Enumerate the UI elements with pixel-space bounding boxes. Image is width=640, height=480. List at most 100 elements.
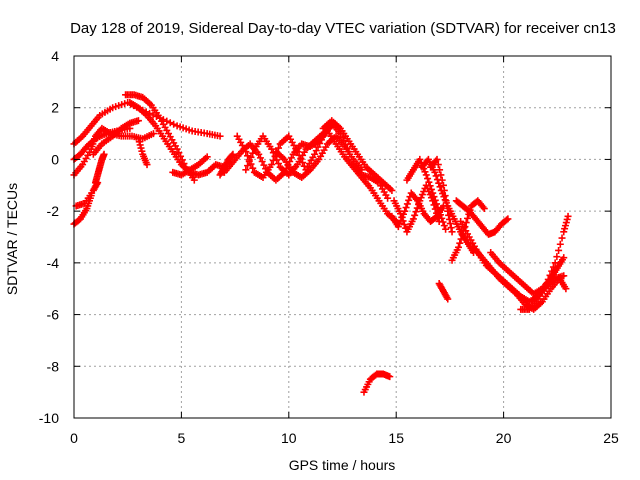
x-tick-label: 5 <box>178 430 186 446</box>
data-point <box>274 144 282 152</box>
data-point <box>457 235 465 243</box>
data-point <box>444 207 452 215</box>
series-arc-7 <box>91 150 108 187</box>
data-point <box>504 215 512 223</box>
data-point <box>454 243 462 251</box>
series-arc-17 <box>319 117 396 194</box>
series-arc-4 <box>89 117 142 158</box>
data-point <box>268 161 276 169</box>
series-arc-10 <box>134 135 151 169</box>
data-point <box>415 200 423 208</box>
y-tick-label: -2 <box>47 203 60 219</box>
series-arc-16 <box>272 132 366 182</box>
data-point <box>441 192 449 200</box>
data-point <box>386 373 394 381</box>
data-point <box>228 151 236 159</box>
data-point <box>543 280 551 288</box>
data-point <box>436 183 444 191</box>
y-tick-label: 4 <box>51 48 59 64</box>
y-tick-label: -10 <box>39 410 59 426</box>
data-point <box>384 194 392 202</box>
data-point <box>425 178 433 186</box>
data-point <box>166 119 174 127</box>
data-point <box>433 155 441 163</box>
data-point <box>429 189 437 197</box>
data-point <box>433 200 441 208</box>
data-point <box>437 171 445 179</box>
data-point <box>244 162 252 170</box>
x-tick-label: 20 <box>496 430 512 446</box>
data-point <box>216 132 224 140</box>
data-point <box>440 222 448 230</box>
data-point <box>424 175 432 183</box>
x-tick-label: 25 <box>603 430 619 446</box>
data-point <box>311 150 319 158</box>
data-point <box>445 215 453 223</box>
data-point <box>438 176 446 184</box>
data-point <box>426 182 434 190</box>
data-point <box>400 221 408 229</box>
y-axis-label: SDTVAR / TECUs <box>4 183 20 295</box>
series-arc-6 <box>72 179 102 210</box>
data-point <box>312 147 320 155</box>
data-point <box>242 148 250 156</box>
data-point <box>314 143 322 151</box>
data-point <box>268 145 276 153</box>
data-point <box>560 272 568 280</box>
data-point <box>439 218 447 226</box>
data-point <box>143 161 151 169</box>
data-point <box>411 211 419 219</box>
data-points <box>70 91 572 396</box>
data-point <box>436 166 444 174</box>
plot-frame <box>73 55 612 419</box>
data-point <box>564 212 572 220</box>
data-point <box>388 186 396 194</box>
data-point <box>422 171 430 179</box>
y-tick-label: 2 <box>51 100 59 116</box>
data-point <box>462 219 470 227</box>
data-point <box>405 196 413 204</box>
data-point <box>435 207 443 215</box>
data-point <box>548 267 556 275</box>
data-point <box>434 204 442 212</box>
data-point <box>555 246 563 254</box>
series-arc-26 <box>448 197 488 264</box>
data-point <box>203 153 211 161</box>
data-point <box>249 149 257 157</box>
data-point <box>287 154 295 162</box>
data-point <box>503 216 511 224</box>
series-arc-18 <box>349 161 392 202</box>
data-point <box>273 156 281 164</box>
series-arc-27 <box>452 197 512 238</box>
data-point <box>293 148 301 156</box>
data-point <box>447 224 455 232</box>
series-arc-11 <box>169 153 211 179</box>
series-arc-3 <box>70 124 157 179</box>
data-point <box>448 228 456 236</box>
x-axis-label: GPS time / hours <box>289 457 396 473</box>
data-point <box>439 181 447 189</box>
data-point <box>258 157 266 165</box>
data-point <box>316 139 324 147</box>
data-point <box>562 285 570 293</box>
data-point <box>480 205 488 213</box>
data-point <box>436 211 444 219</box>
data-point <box>299 159 307 167</box>
data-point <box>549 263 557 271</box>
data-point <box>399 217 407 225</box>
data-point <box>431 168 439 176</box>
data-point <box>443 202 451 210</box>
data-point <box>464 214 472 222</box>
data-point <box>249 164 257 172</box>
chart-title: Day 128 of 2019, Sidereal Day-to-day VTE… <box>70 20 616 37</box>
data-point <box>458 231 466 239</box>
series-arc-9 <box>126 99 228 179</box>
data-point <box>456 239 464 247</box>
data-point <box>190 176 198 184</box>
data-point <box>556 240 564 248</box>
data-point <box>398 213 406 221</box>
data-point <box>438 214 446 222</box>
data-point <box>427 185 435 193</box>
